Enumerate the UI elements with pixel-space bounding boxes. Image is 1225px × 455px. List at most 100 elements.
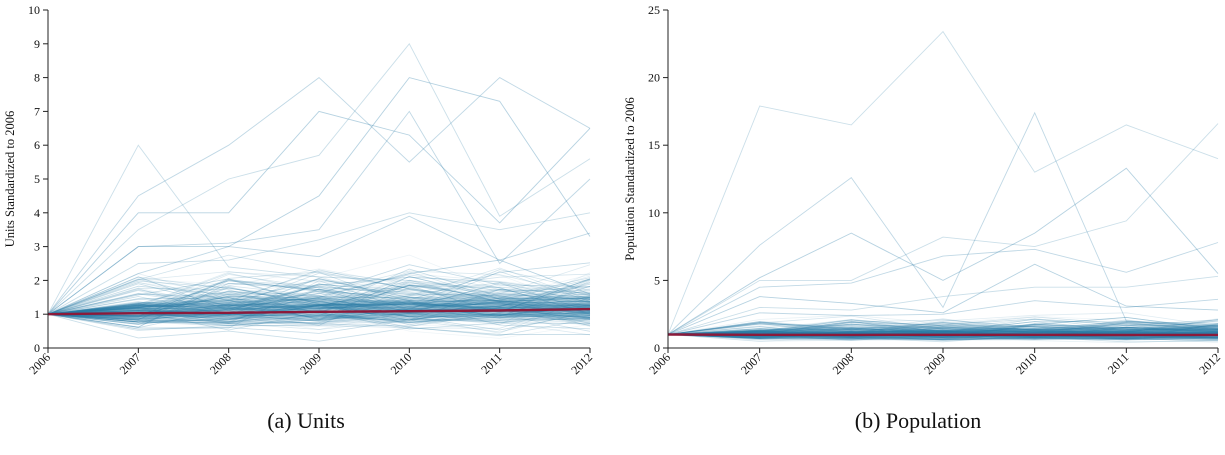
caption-units: (a) Units (267, 408, 345, 433)
series-line (667, 327, 1219, 337)
series-line (667, 324, 1219, 335)
series-line (47, 271, 591, 318)
series-line (667, 326, 1219, 335)
series-line (47, 285, 591, 320)
y-tick-label: 0 (654, 341, 660, 355)
series-line (667, 320, 1219, 335)
x-tick-label: 2007 (117, 350, 144, 377)
series-line (47, 280, 591, 329)
series-line (667, 326, 1219, 340)
series-line (47, 281, 591, 321)
series-line (667, 321, 1219, 335)
series-line (47, 278, 591, 315)
series-line (47, 310, 591, 333)
y-tick-label: 10 (648, 206, 660, 220)
series-line (667, 329, 1219, 336)
series-line (47, 287, 591, 321)
series-line (47, 278, 591, 315)
panel-population: 0 5 10 15 20 25 2006 2007 2008 2009 2010 2011 2012 Po… (612, 0, 1224, 455)
series-line (667, 332, 1219, 339)
series-line (47, 271, 591, 325)
series-line (667, 332, 1219, 341)
series-line (47, 308, 591, 326)
series-line (47, 289, 591, 315)
series-line (47, 278, 591, 320)
series-line (47, 282, 591, 315)
series-line (47, 306, 591, 322)
series-line (667, 322, 1219, 339)
x-tick-label: 2008 (830, 350, 857, 377)
series-line (47, 297, 591, 318)
series-line (47, 288, 591, 320)
mean-line (47, 307, 591, 316)
series-line (47, 301, 591, 317)
series-line (47, 290, 591, 318)
series-line (47, 279, 591, 322)
series-line (47, 280, 591, 326)
series-line (47, 278, 591, 318)
series-line (667, 331, 1219, 339)
series-line (47, 296, 591, 316)
series-line (47, 297, 591, 315)
series-line (47, 278, 591, 322)
series-line (47, 267, 591, 316)
series-line (667, 330, 1219, 339)
series-line (47, 300, 591, 315)
series-line (47, 301, 591, 320)
outlier-series-line (667, 298, 1219, 335)
series-line (667, 321, 1219, 335)
series-line (667, 332, 1219, 340)
series-line (667, 328, 1219, 340)
series-line (667, 327, 1219, 339)
series-line (47, 301, 591, 319)
series-line (667, 326, 1219, 338)
outlier-series-line (47, 110, 591, 315)
series-line (667, 319, 1219, 338)
series-line (667, 332, 1219, 339)
series-line (667, 328, 1219, 336)
series-line (667, 331, 1219, 339)
series-line (47, 293, 591, 315)
series-line (47, 299, 591, 329)
series-line (47, 298, 591, 321)
series-line (47, 274, 591, 315)
series-line (47, 278, 591, 318)
series-line (667, 316, 1219, 339)
series-line (667, 319, 1219, 335)
series-line (47, 262, 591, 315)
series-line (47, 288, 591, 324)
x-tick-label: 2011 (1105, 350, 1132, 377)
y-tick-label: 3 (34, 240, 40, 254)
series-line (47, 273, 591, 316)
series-line (47, 278, 591, 315)
series-line (667, 321, 1219, 337)
x-tick-label: 2011 (478, 350, 505, 377)
series-line (667, 334, 1219, 343)
series-line (667, 319, 1219, 335)
y-tick-label: 25 (648, 3, 660, 17)
series-line (47, 274, 591, 317)
series-line (47, 307, 591, 326)
series-line (47, 300, 591, 319)
series-line (667, 323, 1219, 335)
series-line (47, 294, 591, 315)
series-line (47, 272, 591, 316)
series-line (47, 305, 591, 323)
series-line (47, 303, 591, 323)
series-line (47, 298, 591, 327)
outlier-series-line (47, 215, 591, 315)
series-line (47, 289, 591, 315)
series-line (47, 269, 591, 315)
series-line (667, 329, 1219, 337)
y-tick-label: 2 (34, 273, 40, 287)
y-tick-label: 1 (34, 307, 40, 321)
outlier-series-line (47, 77, 591, 315)
x-tick-label: 2006 (646, 350, 673, 377)
series-line (667, 319, 1219, 335)
series-line (667, 324, 1219, 338)
x-tick-label: 2008 (207, 350, 234, 377)
series-line (47, 295, 591, 328)
series-line (47, 275, 591, 315)
series-line (47, 298, 591, 325)
